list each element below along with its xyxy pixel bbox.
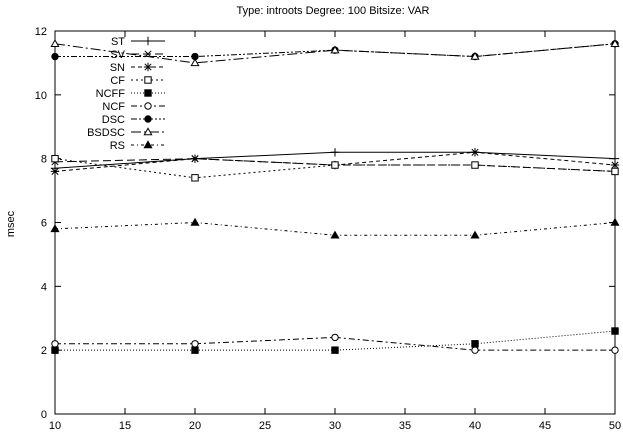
chart-title: Type: introots Degree: 100 Bitsize: VAR: [237, 5, 430, 17]
data-point-ncf: [51, 340, 59, 348]
data-point-ncff: [611, 327, 619, 335]
series-cf: [51, 154, 619, 182]
legend-marker-cf: [144, 76, 152, 84]
x-tick-label: 50: [609, 420, 621, 432]
data-point-cf: [191, 174, 199, 182]
data-point-sn: [190, 154, 200, 163]
data-point-bsdsc: [610, 39, 620, 47]
legend-label: ST: [111, 36, 125, 48]
legend-item-ncff: NCFF: [96, 88, 165, 100]
legend-marker-dsc: [144, 115, 152, 123]
data-point-dsc: [51, 52, 59, 61]
data-point-sn: [470, 148, 480, 157]
data-point-ncff: [331, 346, 339, 354]
data-point-rs: [330, 230, 340, 239]
y-tick-label: 4: [41, 281, 47, 293]
legend-label: RS: [110, 140, 125, 152]
series-ncff: [51, 327, 619, 354]
series-layer: [50, 39, 620, 354]
y-tick-label: 2: [41, 345, 47, 357]
legend-label: DSC: [102, 114, 125, 126]
legend-marker-rs: [143, 140, 153, 149]
data-point-cf: [331, 161, 339, 169]
legend-label: SV: [110, 49, 125, 61]
data-point-bsdsc: [470, 51, 480, 60]
data-point-ncff: [51, 346, 59, 354]
data-point-rs: [50, 224, 60, 233]
series-line-bsdsc: [54, 43, 616, 64]
legend-marker-ncff: [144, 89, 152, 97]
legend-label: BSDSC: [87, 127, 125, 139]
x-tick-label: 40: [469, 420, 481, 432]
axis-ticks: 10 15 20 25 30 35 40 45 50 0 2 4 6 8 10 12: [35, 26, 621, 432]
series-rs: [50, 217, 620, 239]
legend-label: NCFF: [96, 88, 126, 100]
data-point-ncff: [191, 346, 199, 354]
data-point-st: [330, 148, 340, 157]
data-point-ncf: [191, 340, 199, 348]
y-tick-label: 0: [41, 409, 47, 421]
y-tick-label: 12: [35, 26, 47, 38]
data-point-ncff: [471, 340, 479, 348]
legend-marker-st: [143, 36, 153, 46]
data-point-rs: [190, 217, 200, 226]
plot-frame: [54, 30, 616, 415]
data-point-ncf: [611, 346, 619, 354]
data-point-cf: [471, 161, 479, 169]
series-bsdsc: [50, 39, 620, 67]
data-point-cf: [51, 154, 59, 163]
y-tick-label: 6: [41, 218, 47, 230]
legend-marker-sv: [144, 50, 152, 58]
x-tick-label: 30: [329, 420, 341, 432]
y-tick-label: 8: [41, 154, 47, 166]
legend-label: CF: [110, 75, 125, 87]
legend-marker-sn: [143, 62, 153, 72]
legend-item-st: ST: [111, 36, 165, 48]
data-point-rs: [610, 217, 620, 226]
data-point-cf: [611, 167, 619, 176]
legend-item-cf: CF: [110, 75, 165, 87]
x-tick-label: 45: [539, 420, 551, 432]
legend-item-bsdsc: BSDSC: [87, 127, 165, 139]
x-tick-label: 20: [189, 420, 201, 432]
data-point-ncf: [331, 333, 339, 342]
data-point-sn: [610, 160, 620, 170]
legend-item-dsc: DSC: [102, 114, 165, 126]
data-point-rs: [470, 230, 480, 239]
data-point-bsdsc: [50, 39, 60, 47]
data-point-sn: [50, 167, 60, 176]
series-ncf: [51, 333, 619, 354]
legend-marker-ncf: [144, 102, 152, 110]
legend-item-rs: RS: [110, 140, 165, 152]
legend-label: SN: [110, 62, 125, 74]
y-axis-label: msec: [5, 210, 17, 237]
legend-item-sv: SV: [110, 49, 165, 61]
data-point-bsdsc: [330, 45, 340, 54]
legend-label: NCF: [102, 101, 125, 113]
legend-item-sn: SN: [110, 62, 165, 74]
x-tick-label: 10: [49, 420, 61, 432]
data-point-bsdsc: [190, 58, 200, 67]
legend-marker-bsdsc: [143, 127, 153, 136]
x-tick-label: 25: [259, 420, 271, 432]
data-point-ncf: [471, 346, 479, 354]
legend-item-ncf: NCF: [102, 101, 165, 113]
x-tick-label: 35: [399, 420, 411, 432]
y-tick-label: 10: [35, 90, 47, 102]
x-tick-label: 15: [119, 420, 131, 432]
